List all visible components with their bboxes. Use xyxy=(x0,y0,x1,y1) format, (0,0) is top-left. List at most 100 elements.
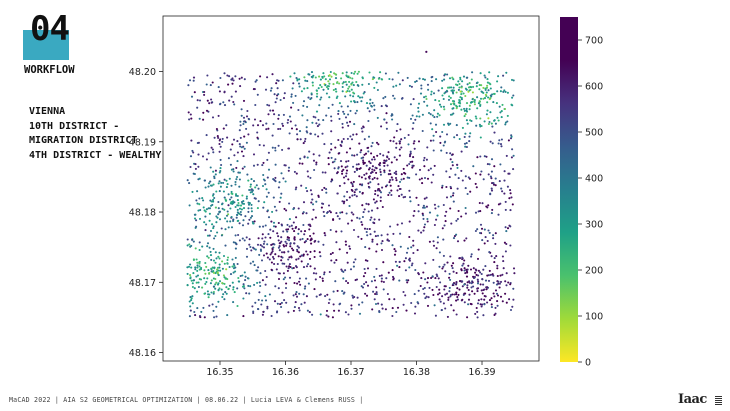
data-point xyxy=(458,82,461,86)
data-point xyxy=(252,222,255,225)
data-point xyxy=(351,154,354,157)
data-point xyxy=(469,132,472,135)
data-point xyxy=(468,108,471,111)
data-point xyxy=(204,261,207,265)
data-point xyxy=(435,285,438,289)
data-point xyxy=(482,314,485,317)
colorbar-tick-label: 500 xyxy=(585,128,603,139)
data-point xyxy=(310,75,313,78)
data-point xyxy=(234,234,237,237)
data-point xyxy=(212,170,215,173)
data-point xyxy=(189,305,192,308)
data-point xyxy=(489,87,492,90)
data-point xyxy=(504,292,507,295)
data-point xyxy=(365,164,368,167)
data-point xyxy=(463,115,466,118)
data-point xyxy=(455,233,458,236)
data-point xyxy=(511,148,514,151)
data-point xyxy=(374,302,378,306)
data-point xyxy=(334,88,337,91)
data-point xyxy=(512,154,515,157)
data-point xyxy=(452,262,455,265)
data-point xyxy=(327,315,330,318)
data-point xyxy=(236,160,239,163)
data-point xyxy=(281,291,284,294)
data-point xyxy=(245,292,248,295)
data-point xyxy=(325,309,329,312)
data-point xyxy=(486,274,489,277)
data-point xyxy=(441,186,444,189)
data-point xyxy=(247,277,250,280)
data-point xyxy=(452,283,455,286)
data-point xyxy=(244,215,247,218)
data-point xyxy=(363,282,366,286)
data-point xyxy=(505,242,508,246)
data-point xyxy=(208,293,211,296)
data-point xyxy=(232,100,235,104)
data-point xyxy=(186,179,189,182)
data-point xyxy=(510,135,513,138)
data-point xyxy=(422,217,425,220)
data-point xyxy=(290,95,293,98)
data-point xyxy=(278,242,281,245)
data-point xyxy=(192,279,196,282)
data-point xyxy=(442,97,445,101)
data-point xyxy=(361,83,364,86)
data-point xyxy=(254,248,257,251)
data-point xyxy=(464,212,467,215)
data-point xyxy=(496,116,499,119)
data-point xyxy=(230,168,233,171)
data-point xyxy=(330,156,333,159)
data-point xyxy=(352,213,355,216)
data-point xyxy=(327,204,331,207)
data-point xyxy=(438,114,441,117)
data-point xyxy=(449,255,452,258)
data-point xyxy=(242,155,245,158)
data-point xyxy=(269,89,272,92)
data-point xyxy=(348,90,351,93)
data-point xyxy=(509,192,512,195)
data-point xyxy=(398,187,401,191)
data-point xyxy=(197,285,200,289)
data-point xyxy=(474,312,477,315)
data-point xyxy=(495,102,498,105)
data-point xyxy=(470,286,473,289)
data-point xyxy=(340,144,343,148)
data-point xyxy=(466,83,469,86)
data-point xyxy=(273,262,276,266)
data-point xyxy=(448,95,451,98)
data-point xyxy=(282,113,285,116)
data-point xyxy=(357,95,360,98)
data-point xyxy=(391,113,394,117)
data-point xyxy=(477,248,480,251)
data-point xyxy=(360,176,363,179)
data-point xyxy=(342,110,345,113)
data-point xyxy=(204,215,207,218)
data-point xyxy=(416,301,419,304)
data-point xyxy=(402,303,405,306)
data-point xyxy=(344,240,347,243)
data-point xyxy=(412,239,415,242)
data-point xyxy=(437,277,440,280)
data-point xyxy=(441,79,444,82)
data-point xyxy=(458,101,461,104)
data-point xyxy=(458,86,461,89)
data-point xyxy=(434,99,437,102)
data-point xyxy=(361,301,364,304)
data-point xyxy=(221,260,224,263)
data-point xyxy=(288,239,291,242)
data-point xyxy=(242,219,245,222)
data-point xyxy=(266,256,269,259)
footer-text: MaCAD 2022 | AIA S2 GEOMETRICAL OPTIMIZA… xyxy=(9,396,364,404)
data-point xyxy=(425,196,428,199)
data-point xyxy=(448,77,452,80)
data-point xyxy=(483,298,486,301)
data-point xyxy=(362,125,365,128)
data-point xyxy=(484,76,487,79)
data-point xyxy=(308,311,311,314)
data-point xyxy=(284,286,288,290)
data-point xyxy=(498,139,501,142)
data-point xyxy=(289,245,292,248)
data-point xyxy=(257,237,260,240)
data-point xyxy=(400,173,403,176)
